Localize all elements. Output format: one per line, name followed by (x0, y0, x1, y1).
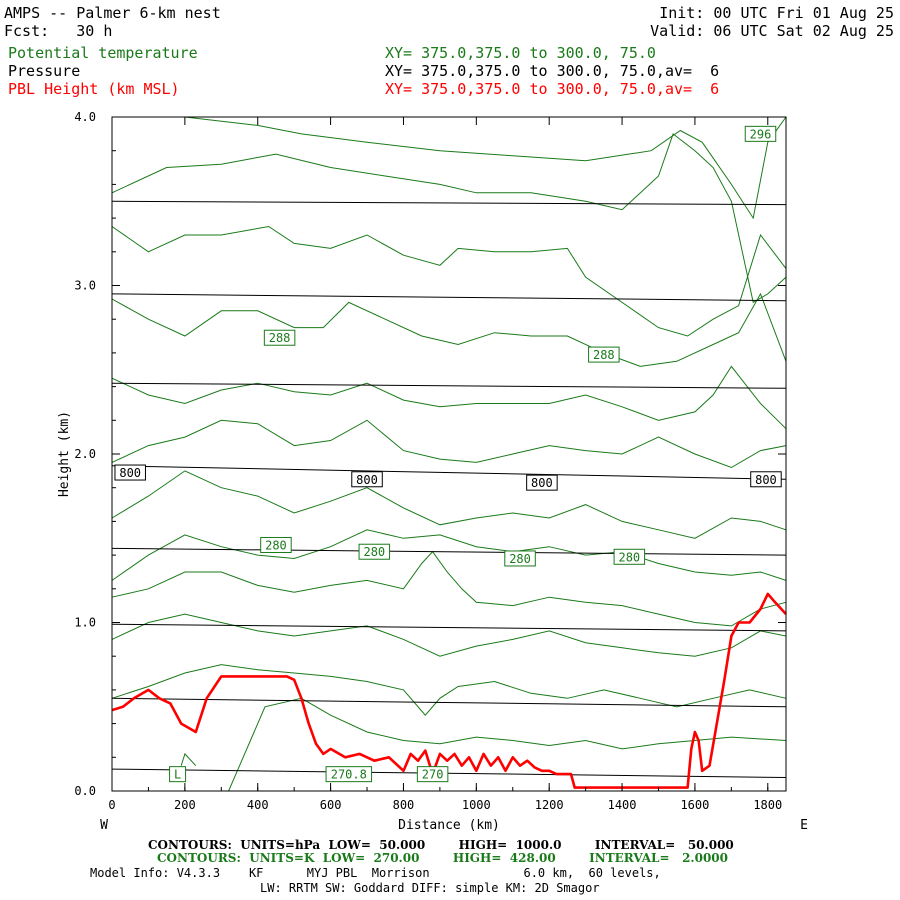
init-time: Init: 00 UTC Fri 01 Aug 25 (659, 4, 894, 22)
theta-contour-276 (111, 664, 787, 716)
x-tick-label-4: 800 (393, 798, 415, 812)
theta-label-1: 288 (269, 331, 291, 345)
theta-contour-278 (111, 613, 787, 657)
model-info: Model Info: V4.3.3 KF MYJ PBL Morrison 6… (90, 866, 661, 880)
x-tick-label-2: 400 (247, 798, 269, 812)
valid-time: Valid: 06 UTC Sat 02 Aug 25 (650, 22, 894, 40)
x-tick-label-3: 600 (320, 798, 342, 812)
theta-contour-288 (111, 365, 787, 430)
theta-label-5: 280 (509, 552, 531, 566)
legend-pressure-name: Pressure (8, 62, 81, 80)
theta-contour-info: CONTOURS: UNITS=K LOW= 270.00 HIGH= 428.… (157, 851, 728, 865)
theta-label-box-0 (744, 125, 777, 142)
theta-label-3: 280 (265, 538, 287, 552)
theta-label-box-3 (260, 536, 292, 553)
theta-label-2: 288 (593, 348, 615, 362)
pbl-height-layer (111, 592, 787, 789)
y-tick-label-0: 0.0 (74, 784, 96, 798)
x-tick-label-9: 1800 (753, 798, 782, 812)
theta-label-0: 296 (750, 127, 772, 141)
pressure-label-2: 800 (531, 476, 553, 490)
forecast-hour: Fcst: 30 h (4, 22, 113, 40)
theta-label-box-2 (588, 346, 620, 363)
y-tick-label-1: 1.0 (74, 616, 96, 630)
x-tick-label-0: 0 (108, 798, 115, 812)
theta-label-7: 270.8 (331, 768, 367, 782)
pressure-contour-500 (111, 200, 787, 206)
theta-contour-284 (111, 470, 787, 539)
theta-contour-272 (180, 752, 197, 767)
pressure-label-0: 800 (119, 466, 141, 480)
east-label: E (800, 818, 808, 833)
theta-contour-294 (111, 133, 787, 304)
pressure-contour-800 (111, 465, 787, 480)
legend-pressure-xy: XY= 375.0,375.0 to 300.0, 75.0,av= 6 (385, 62, 720, 80)
pressure-contour-950 (111, 697, 787, 708)
theta-label-box-4 (358, 543, 391, 560)
pressure-contour-info: CONTOURS: UNITS=hPa LOW= 50.000 HIGH= 10… (148, 838, 734, 852)
pressure-label-box-1 (351, 471, 383, 488)
pressure-label-box-0 (114, 464, 146, 481)
west-label: W (100, 818, 108, 833)
y-axis-label: Height (km) (57, 411, 72, 497)
x-axis-label: Distance (km) (398, 818, 500, 833)
pressure-contour-1000 (111, 768, 787, 778)
pressure-label-box-2 (526, 474, 558, 491)
x-tick-label-7: 1400 (608, 798, 637, 812)
legend-theta-xy: XY= 375.0,375.0 to 300.0, 75.0 (385, 44, 656, 62)
x-tick-label-1: 200 (174, 798, 196, 812)
theta-label-4: 280 (363, 545, 385, 559)
theta-label-6: 280 (618, 550, 640, 564)
theta-label-8: 270 (422, 768, 444, 782)
theta-label-box-6 (613, 548, 646, 565)
chart-title: AMPS -- Palmer 6-km nest (4, 4, 221, 22)
pressure-contour-750 (111, 382, 787, 389)
model-info-physics: LW: RRTM SW: Goddard DIFF: simple KM: 2D… (260, 881, 600, 895)
pbl-height-line (111, 592, 787, 789)
theta-label-box-1 (263, 329, 296, 346)
pressure-label-box-3 (750, 471, 782, 488)
pressure-contours (111, 200, 787, 778)
y-tick-label-3: 3.0 (74, 279, 96, 293)
pressure-contour-900 (111, 623, 787, 632)
theta-label-box-7 (325, 766, 373, 783)
pressure-contour-850 (111, 547, 787, 556)
pressure-label-1: 800 (356, 473, 378, 487)
theta-contour-290 (111, 292, 787, 367)
theta-label-box-5 (504, 550, 536, 567)
x-tick-label-6: 1200 (535, 798, 564, 812)
theta-label-9: L (174, 768, 181, 782)
x-tick-label-5: 1000 (462, 798, 491, 812)
y-tick-label-4: 4.0 (74, 110, 96, 124)
pressure-contour-700 (111, 293, 787, 302)
theta-contour-274 (228, 697, 787, 792)
theta-contour-286 (111, 419, 787, 469)
theta-contours (111, 116, 787, 792)
legend-pbl-xy: XY= 375.0,375.0 to 300.0, 75.0,av= 6 (385, 80, 720, 98)
contour-labels: 800 800 800 800 296 288 288 280 280 280 280 270.8 27… (114, 125, 782, 783)
x-tick-label-8: 1600 (680, 798, 709, 812)
legend-pbl-name: PBL Height (km MSL) (8, 80, 180, 98)
theta-label-box-9 (169, 766, 187, 783)
axes: 0.0 1.0 2.0 3.0 4.0 0 200 400 600 800 1000 1200 1400… (57, 110, 808, 833)
theta-contour-280 (111, 550, 787, 627)
y-tick-label-2: 2.0 (74, 447, 96, 461)
theta-contour-292 (111, 225, 787, 337)
theta-contour-282 (111, 529, 787, 581)
legend-theta-name: Potential temperature (8, 44, 198, 62)
theta-contour-296 (112, 116, 787, 220)
pressure-label-3: 800 (755, 473, 777, 487)
theta-label-box-8 (416, 766, 449, 783)
